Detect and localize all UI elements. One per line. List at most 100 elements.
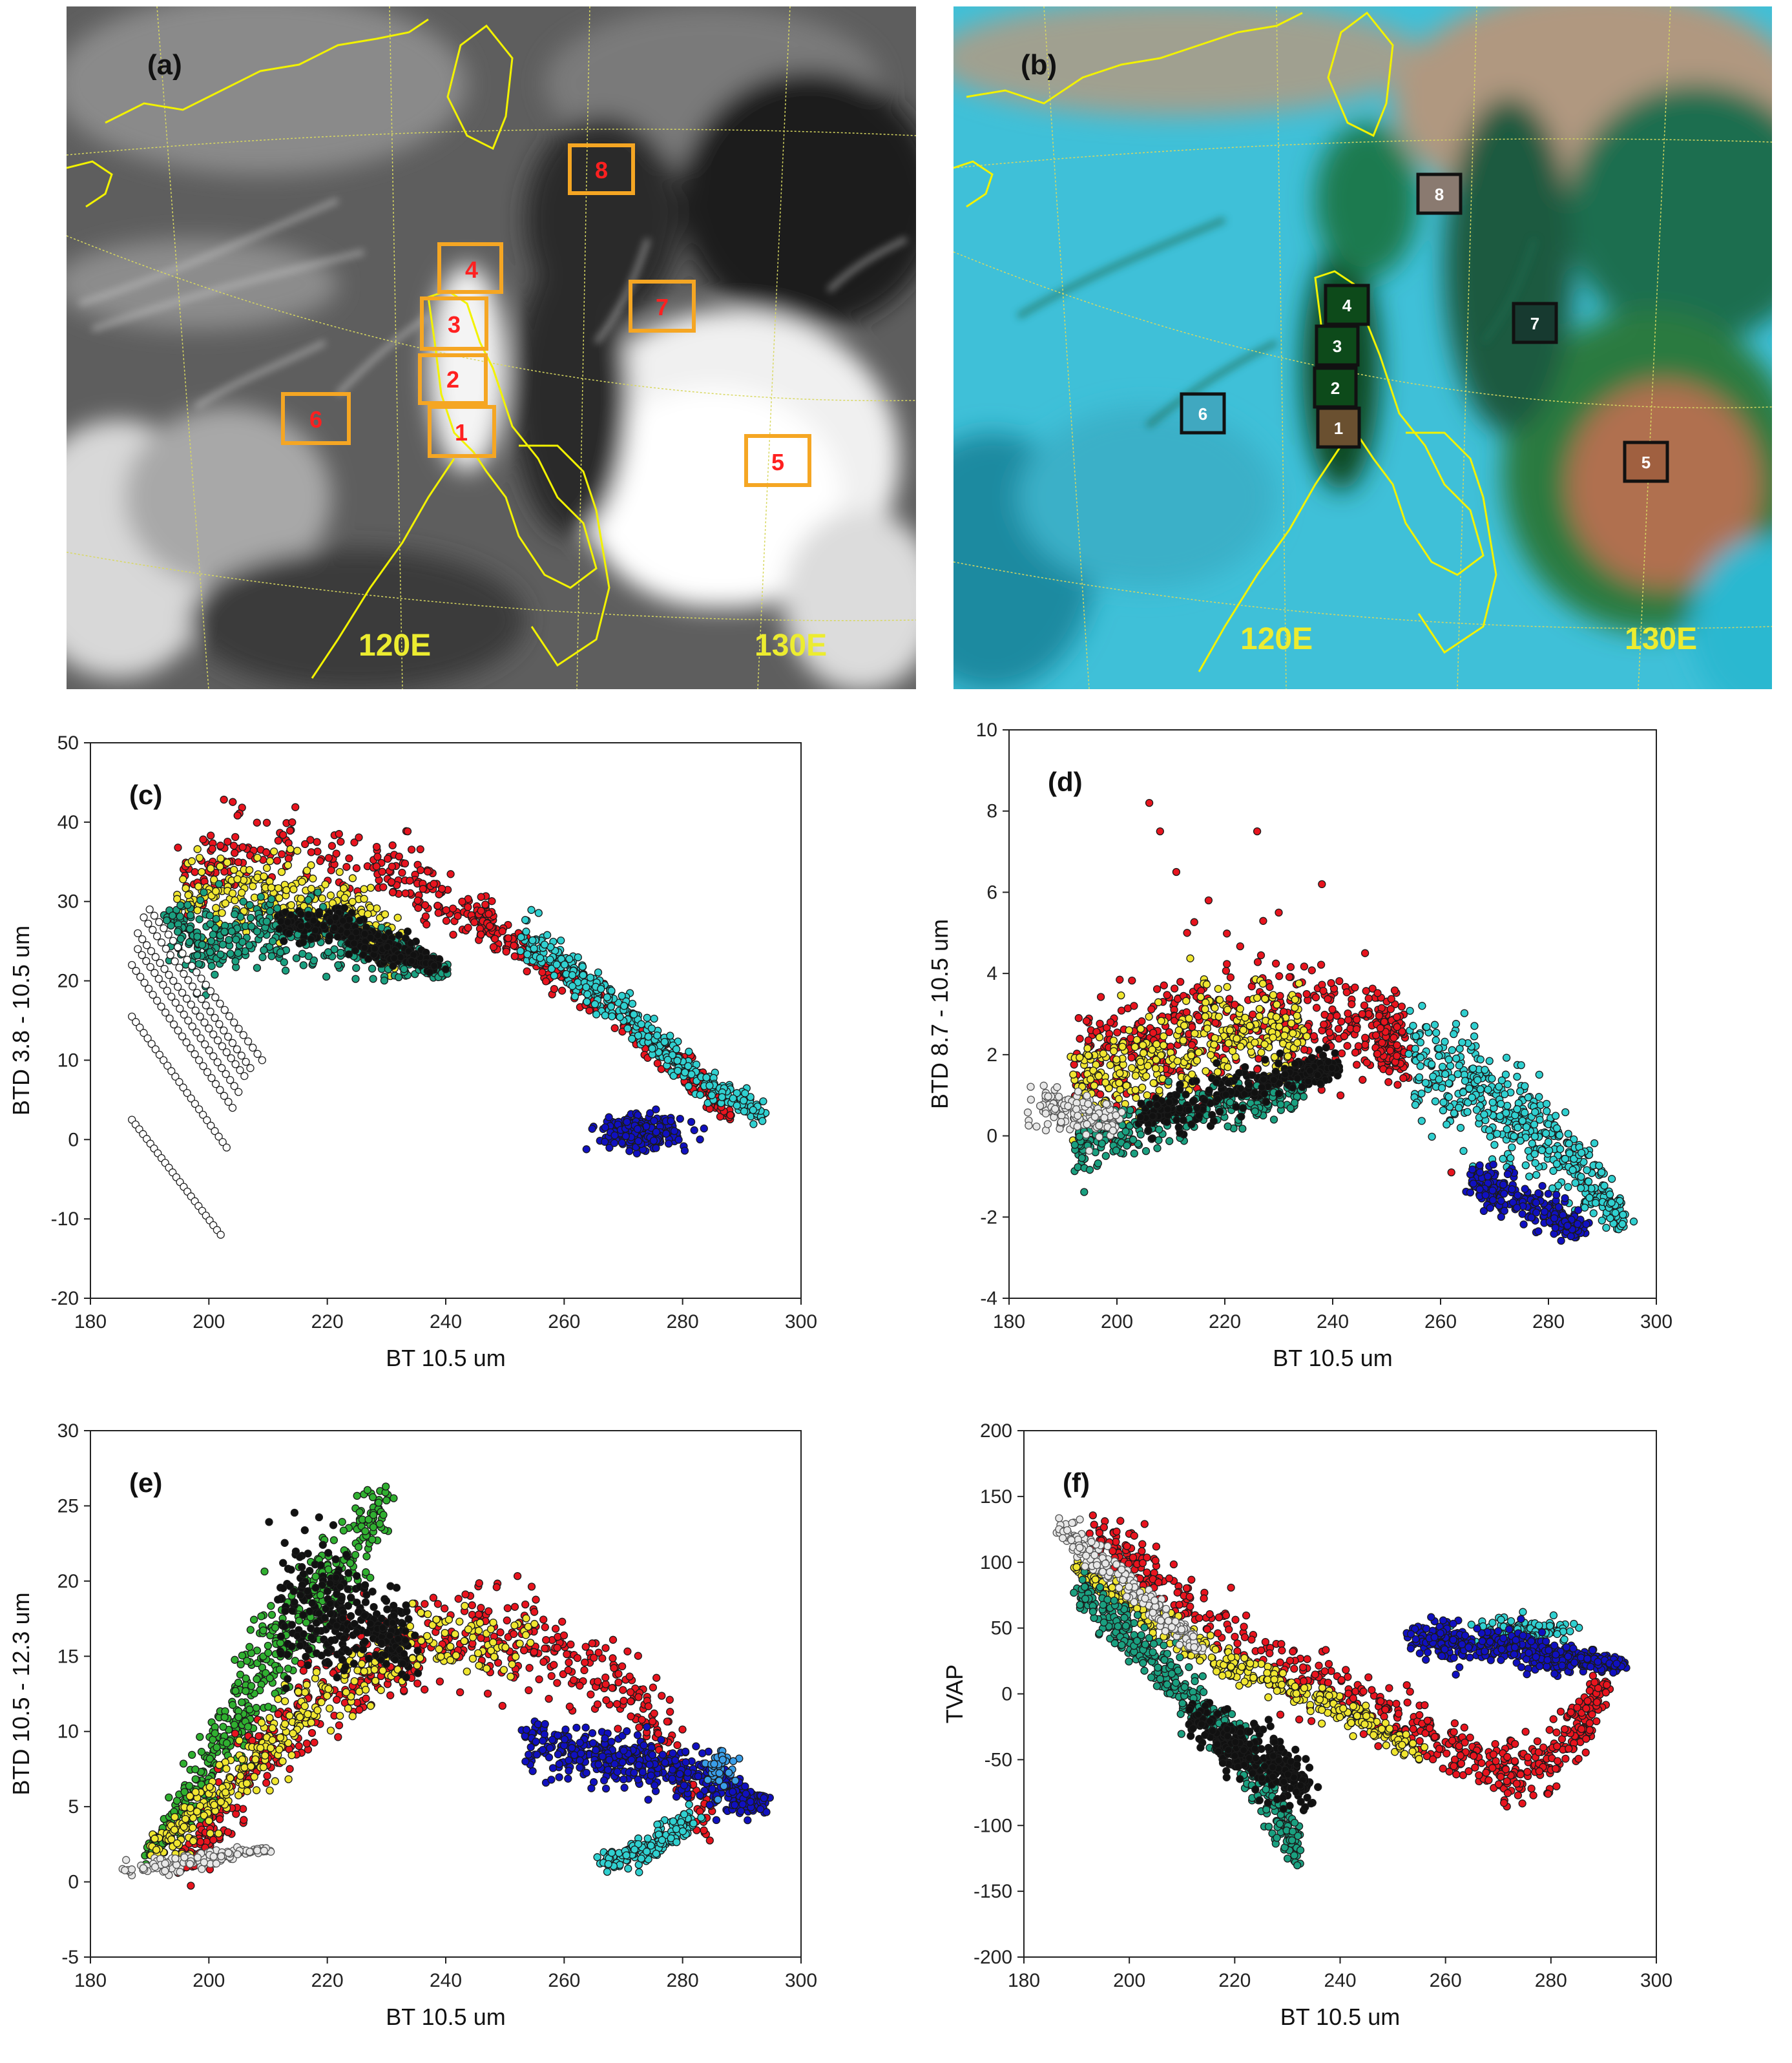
data-point bbox=[1516, 1087, 1525, 1095]
data-point bbox=[477, 930, 485, 939]
data-point bbox=[464, 903, 472, 911]
data-point bbox=[293, 847, 302, 855]
data-point bbox=[1149, 1112, 1157, 1121]
data-point bbox=[1334, 1024, 1343, 1033]
data-point bbox=[182, 1038, 191, 1046]
data-point bbox=[132, 1018, 140, 1026]
data-point bbox=[256, 893, 265, 901]
data-point bbox=[1385, 1067, 1393, 1076]
data-point bbox=[225, 935, 233, 944]
data-point bbox=[200, 888, 208, 897]
data-point bbox=[211, 887, 220, 896]
data-point bbox=[1518, 1210, 1526, 1218]
data-point bbox=[165, 1014, 174, 1023]
data-point bbox=[1132, 1035, 1141, 1044]
box-b-6-number: 6 bbox=[1198, 404, 1207, 424]
data-point bbox=[216, 854, 225, 863]
data-point bbox=[1308, 1053, 1316, 1062]
y-tick-label: 30 bbox=[57, 891, 79, 913]
data-point bbox=[1073, 1122, 1081, 1131]
data-point bbox=[729, 1094, 737, 1103]
data-point bbox=[167, 1067, 176, 1075]
data-point bbox=[1295, 979, 1303, 988]
data-point bbox=[422, 920, 431, 929]
series-red bbox=[174, 795, 735, 1124]
data-point bbox=[380, 910, 390, 918]
y-tick-label: -10 bbox=[51, 1208, 79, 1230]
data-point bbox=[198, 867, 206, 876]
data-point bbox=[1501, 1070, 1510, 1079]
data-point bbox=[1115, 1079, 1123, 1087]
data-point bbox=[623, 1117, 631, 1126]
chart-c-label: (c) bbox=[129, 780, 162, 810]
data-point bbox=[1611, 1208, 1620, 1217]
data-point bbox=[1530, 1132, 1539, 1141]
data-point bbox=[179, 1083, 187, 1092]
data-point bbox=[1399, 1074, 1408, 1083]
data-point bbox=[233, 811, 242, 820]
data-point bbox=[1500, 1090, 1509, 1099]
data-point bbox=[1378, 1039, 1386, 1047]
data-point bbox=[303, 866, 311, 875]
data-point bbox=[1255, 1004, 1264, 1013]
data-point bbox=[321, 880, 329, 889]
data-point bbox=[1160, 981, 1168, 990]
data-point bbox=[175, 1078, 183, 1086]
data-point bbox=[1293, 1039, 1302, 1047]
data-point bbox=[161, 1008, 170, 1017]
data-point bbox=[1335, 977, 1344, 986]
data-point bbox=[1475, 1185, 1484, 1194]
data-point bbox=[629, 1010, 638, 1019]
data-point bbox=[1452, 1020, 1461, 1028]
data-point bbox=[232, 935, 240, 944]
data-point bbox=[1534, 1189, 1543, 1197]
data-point bbox=[208, 844, 216, 853]
data-point bbox=[498, 927, 506, 935]
data-point bbox=[1376, 1024, 1385, 1032]
data-point bbox=[249, 882, 257, 891]
data-point bbox=[247, 922, 256, 931]
data-point bbox=[1476, 1085, 1485, 1094]
data-point bbox=[165, 971, 173, 979]
data-point bbox=[1082, 1017, 1091, 1025]
data-point bbox=[502, 948, 510, 956]
data-point bbox=[1580, 1203, 1589, 1212]
data-point bbox=[1336, 1091, 1345, 1100]
data-point bbox=[1484, 1085, 1492, 1094]
data-point bbox=[1607, 1175, 1616, 1183]
data-point bbox=[1182, 1090, 1190, 1099]
data-point bbox=[284, 855, 293, 863]
data-point bbox=[687, 1117, 696, 1126]
data-point bbox=[574, 953, 582, 962]
data-point bbox=[1549, 1166, 1558, 1175]
data-point bbox=[1213, 1059, 1221, 1068]
data-point bbox=[1521, 1082, 1529, 1090]
data-point bbox=[262, 848, 271, 856]
data-point bbox=[1151, 1064, 1160, 1073]
data-point bbox=[206, 1008, 214, 1016]
data-point bbox=[583, 997, 591, 1006]
data-point bbox=[669, 1072, 678, 1080]
data-point bbox=[325, 932, 334, 940]
data-point bbox=[1472, 1106, 1481, 1114]
data-point bbox=[210, 875, 218, 884]
data-point bbox=[1481, 1191, 1490, 1199]
data-point bbox=[1272, 1013, 1281, 1021]
data-point bbox=[401, 859, 410, 868]
data-point bbox=[1537, 1146, 1547, 1155]
data-point bbox=[1074, 1163, 1082, 1172]
data-point bbox=[242, 1057, 250, 1066]
data-point bbox=[213, 1036, 222, 1044]
data-point bbox=[1176, 977, 1185, 986]
data-point bbox=[1519, 1220, 1528, 1228]
data-point bbox=[1463, 1108, 1472, 1116]
data-point bbox=[238, 938, 247, 946]
data-point bbox=[597, 984, 605, 993]
data-point bbox=[239, 897, 247, 906]
data-point bbox=[1273, 1000, 1281, 1009]
data-point bbox=[176, 1004, 184, 1013]
data-point bbox=[1517, 1061, 1525, 1070]
y-tick-label: -2 bbox=[980, 1207, 997, 1228]
data-point bbox=[1571, 1179, 1579, 1187]
data-point bbox=[335, 830, 343, 838]
